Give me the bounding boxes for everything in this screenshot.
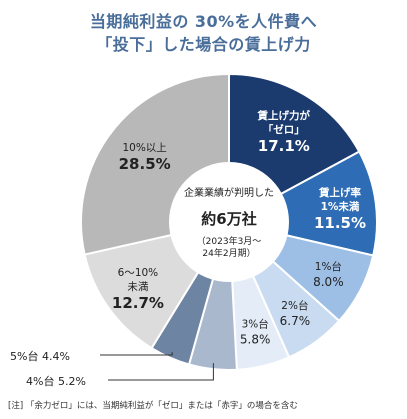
external-label-5pct-value: 4.4% [41, 350, 70, 363]
center-text-line-3: 24年2月期） [202, 247, 255, 259]
slice-value-8: 28.5% [119, 155, 171, 173]
chart-title-line1: 当期純利益の 30%を人件費へ [89, 12, 318, 31]
leader-line-6 [100, 352, 173, 356]
external-label-5pct: 5%台 4.4% [10, 348, 70, 364]
chart-title-line2: 「投下」した場合の賃上げ力 [96, 35, 311, 54]
slice-label-4-line-0: 3%台 [242, 317, 269, 330]
slice-value-4: 5.8% [240, 332, 271, 346]
external-label-4pct-name: 4%台 [26, 375, 55, 388]
external-label-4pct-value: 5.2% [57, 375, 86, 388]
center-text-line-1: 約6万社 [201, 210, 256, 228]
slice-value-0: 17.1% [258, 137, 310, 155]
external-label-5pct-name: 5%台 [10, 350, 39, 363]
slice-label-1-line-0: 賃上げ率 [318, 186, 361, 199]
leader-line-5 [108, 363, 214, 381]
slice-label-2-line-0: 1%台 [315, 260, 342, 273]
slice-label-7-line-0: 6～10% [118, 267, 159, 279]
slice-label-1-line-1: 1%未満 [321, 200, 360, 213]
center-text-line-0: 企業業績が判明した [184, 186, 274, 199]
center-text-line-2: （2023年3月～ [197, 235, 262, 247]
slice-label-7-line-1: 未満 [127, 281, 148, 293]
slice-label-0-line-1: 「ゼロ」 [263, 123, 305, 136]
slice-value-7: 12.7% [112, 294, 164, 312]
external-label-4pct: 4%台 5.2% [26, 373, 86, 389]
footnote: [注] 「余力ゼロ」には、当期純利益が「ゼロ」または「赤字」の場合を含む [8, 401, 298, 411]
slice-label-8-line-0: 10%以上 [122, 142, 166, 154]
slice-value-1: 11.5% [314, 214, 366, 232]
slice-value-3: 6.7% [280, 314, 311, 328]
slice-value-2: 8.0% [313, 275, 344, 289]
slice-label-0-line-0: 賃上げ力が [257, 109, 311, 122]
slice-label-3-line-0: 2%台 [281, 299, 308, 312]
pie-center-hole [169, 162, 289, 282]
